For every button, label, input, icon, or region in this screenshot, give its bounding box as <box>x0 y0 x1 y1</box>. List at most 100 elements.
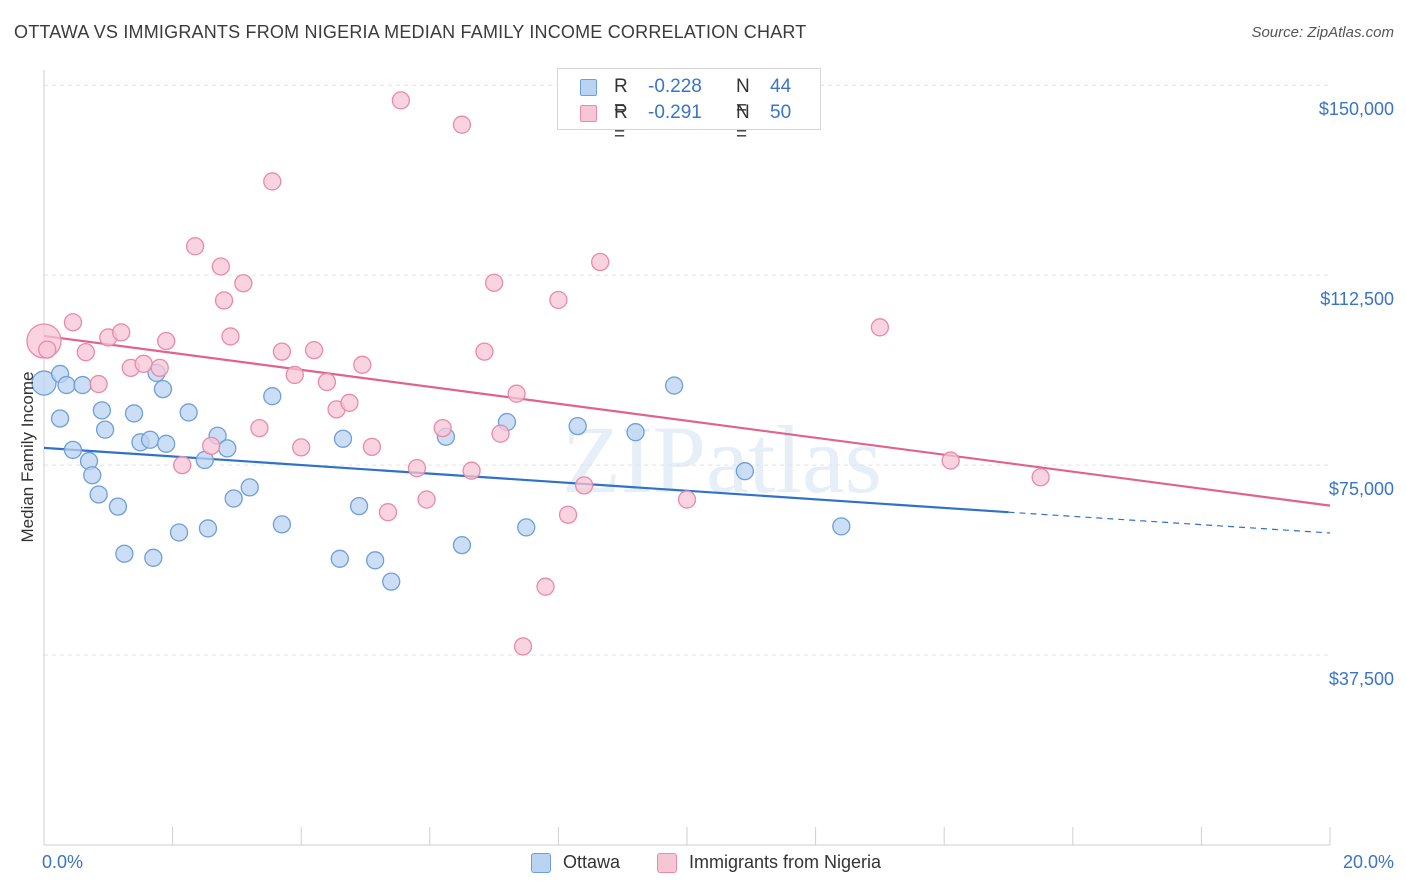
points-layer <box>26 91 1050 656</box>
data-point <box>735 462 755 481</box>
data-point <box>365 551 385 570</box>
data-point <box>63 440 83 460</box>
data-point <box>57 375 76 395</box>
data-point <box>574 476 594 495</box>
data-point <box>832 517 851 536</box>
y-axis-label: Median Family Income <box>18 371 37 543</box>
data-point <box>38 340 57 359</box>
data-point <box>407 458 427 478</box>
data-point <box>221 327 240 346</box>
data-point <box>153 379 173 399</box>
nigeria-legend-swatch <box>657 853 677 873</box>
ottawa-legend-swatch <box>531 853 551 873</box>
data-point <box>169 523 189 542</box>
grid-layer <box>44 84 1330 656</box>
data-point <box>626 423 645 442</box>
nigeria-legend-label: Immigrants from Nigeria <box>689 852 882 872</box>
data-point <box>89 485 108 504</box>
data-point <box>340 393 359 412</box>
data-point <box>150 358 169 377</box>
data-point <box>378 503 398 522</box>
data-point <box>452 535 472 555</box>
data-point <box>664 376 684 395</box>
data-point <box>568 416 587 436</box>
n-label: N = <box>736 76 750 119</box>
x-tick-label-max: 20.0% <box>1342 852 1394 872</box>
data-point <box>517 518 536 537</box>
data-point <box>95 420 115 439</box>
data-point <box>677 490 697 509</box>
data-point <box>330 549 349 568</box>
data-point <box>304 340 324 360</box>
y-tick-label: $150,000 <box>1318 99 1394 120</box>
data-point <box>240 478 259 497</box>
data-point <box>92 401 112 420</box>
data-point <box>218 439 237 458</box>
trend-line-extension-0 <box>1008 511 1331 534</box>
data-point <box>433 418 452 438</box>
data-point <box>870 318 890 337</box>
n-value: 50 <box>770 102 792 123</box>
data-point <box>475 342 494 361</box>
data-point <box>263 387 282 406</box>
data-point <box>108 497 128 516</box>
data-point <box>185 237 205 256</box>
r-value: -0.228 <box>648 76 702 97</box>
r-label: R = <box>614 76 628 119</box>
data-point <box>391 91 411 110</box>
data-point <box>211 257 230 276</box>
data-point <box>234 274 253 293</box>
data-point <box>198 519 218 538</box>
data-point <box>362 437 382 457</box>
data-point <box>333 429 353 448</box>
data-point <box>50 409 70 428</box>
data-point <box>157 434 176 453</box>
correlation-legend: R = -0.228 N = 44 R = -0.291 N = 50 <box>557 68 821 145</box>
data-point <box>224 489 243 508</box>
y-tick-label: $112,500 <box>1320 289 1394 310</box>
y-tick-label: $37,500 <box>1328 669 1394 690</box>
data-point <box>157 331 176 351</box>
data-point <box>1031 468 1050 487</box>
data-point <box>484 273 504 292</box>
watermark: ZIPatlas <box>562 406 882 513</box>
data-point <box>202 436 221 455</box>
r-label: R = <box>614 102 628 145</box>
data-point <box>140 430 160 449</box>
data-point <box>452 115 472 134</box>
data-point <box>507 384 526 403</box>
data-point <box>112 323 131 342</box>
data-point <box>272 515 292 534</box>
data-point <box>263 172 282 191</box>
ottawa-legend-label: Ottawa <box>563 852 621 872</box>
n-value: 44 <box>770 76 792 97</box>
data-point <box>549 290 568 310</box>
data-point <box>272 342 292 361</box>
data-point <box>214 291 234 310</box>
trend-line-1 <box>43 334 1331 507</box>
data-point <box>462 461 481 480</box>
data-point <box>491 424 510 443</box>
x-tick-label-min: 0.0% <box>42 852 84 872</box>
data-point <box>591 252 610 272</box>
data-point <box>76 342 95 362</box>
axes-layer <box>43 70 1331 846</box>
data-point <box>292 438 311 457</box>
chart-title: OTTAWA VS IMMIGRANTS FROM NIGERIA MEDIAN… <box>14 22 807 42</box>
data-point <box>144 548 163 567</box>
data-point <box>173 455 192 475</box>
data-point <box>536 577 555 596</box>
data-point <box>317 372 337 392</box>
r-value: -0.291 <box>648 102 702 123</box>
data-point <box>115 544 134 563</box>
data-point <box>250 418 269 438</box>
data-point <box>89 374 108 394</box>
nigeria-swatch <box>580 105 597 122</box>
data-point <box>83 466 102 485</box>
data-point <box>941 451 960 470</box>
data-point <box>349 496 369 516</box>
data-point <box>382 572 401 591</box>
data-point <box>73 375 92 395</box>
y-tick-label: $75,000 <box>1328 479 1394 500</box>
